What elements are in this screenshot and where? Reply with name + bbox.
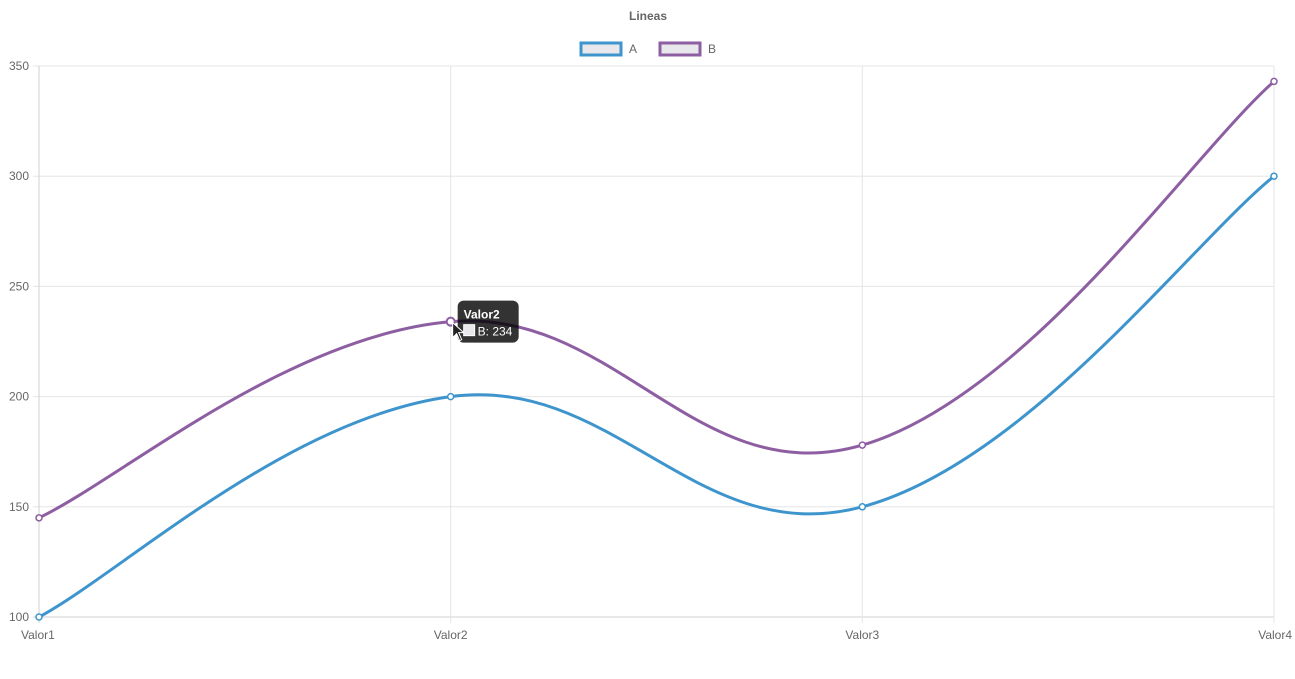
data-point-A[interactable] (446, 392, 455, 401)
legend-swatch-A[interactable] (579, 41, 623, 57)
y-tick-label: 300 (9, 169, 29, 183)
x-tick-label: Valor1 (21, 628, 55, 642)
tooltip: Valor2 B: 234 (457, 300, 519, 343)
x-axis-ticks: Valor1 Valor2 Valor3 Valor4 (21, 628, 1292, 642)
y-axis-ticks: 100 150 200 250 300 350 (9, 59, 29, 624)
y-tick-label: 350 (9, 59, 29, 73)
data-point-A[interactable] (858, 503, 867, 511)
data-point-A[interactable] (1270, 172, 1278, 180)
data-point-B[interactable] (35, 514, 43, 522)
data-point-A[interactable] (35, 613, 43, 621)
legend-swatch-B[interactable] (658, 41, 702, 57)
tooltip-color-swatch (463, 324, 476, 337)
legend-label-B[interactable]: B (708, 42, 716, 56)
series-lines (38, 80, 1275, 619)
y-tick-label: 250 (9, 279, 29, 293)
mouse-cursor-icon (452, 321, 465, 342)
legend-label-A[interactable]: A (629, 42, 637, 56)
x-tick-label: Valor4 (1258, 628, 1292, 642)
series-line-B (38, 80, 1275, 520)
series-line-A (38, 175, 1275, 619)
y-tick-label: 150 (9, 500, 29, 514)
data-point-B[interactable] (858, 441, 867, 449)
x-tick-label: Valor3 (845, 628, 879, 642)
y-tick-label: 100 (9, 610, 29, 624)
series-points[interactable] (35, 77, 1278, 621)
chart-title: Lineas (629, 9, 667, 23)
tooltip-label: B: 234 (478, 325, 513, 339)
x-tick-label: Valor2 (434, 628, 468, 642)
grid (33, 65, 1275, 623)
tooltip-title: Valor2 (464, 308, 500, 322)
data-point-B[interactable] (1270, 77, 1278, 86)
y-tick-label: 200 (9, 390, 29, 404)
